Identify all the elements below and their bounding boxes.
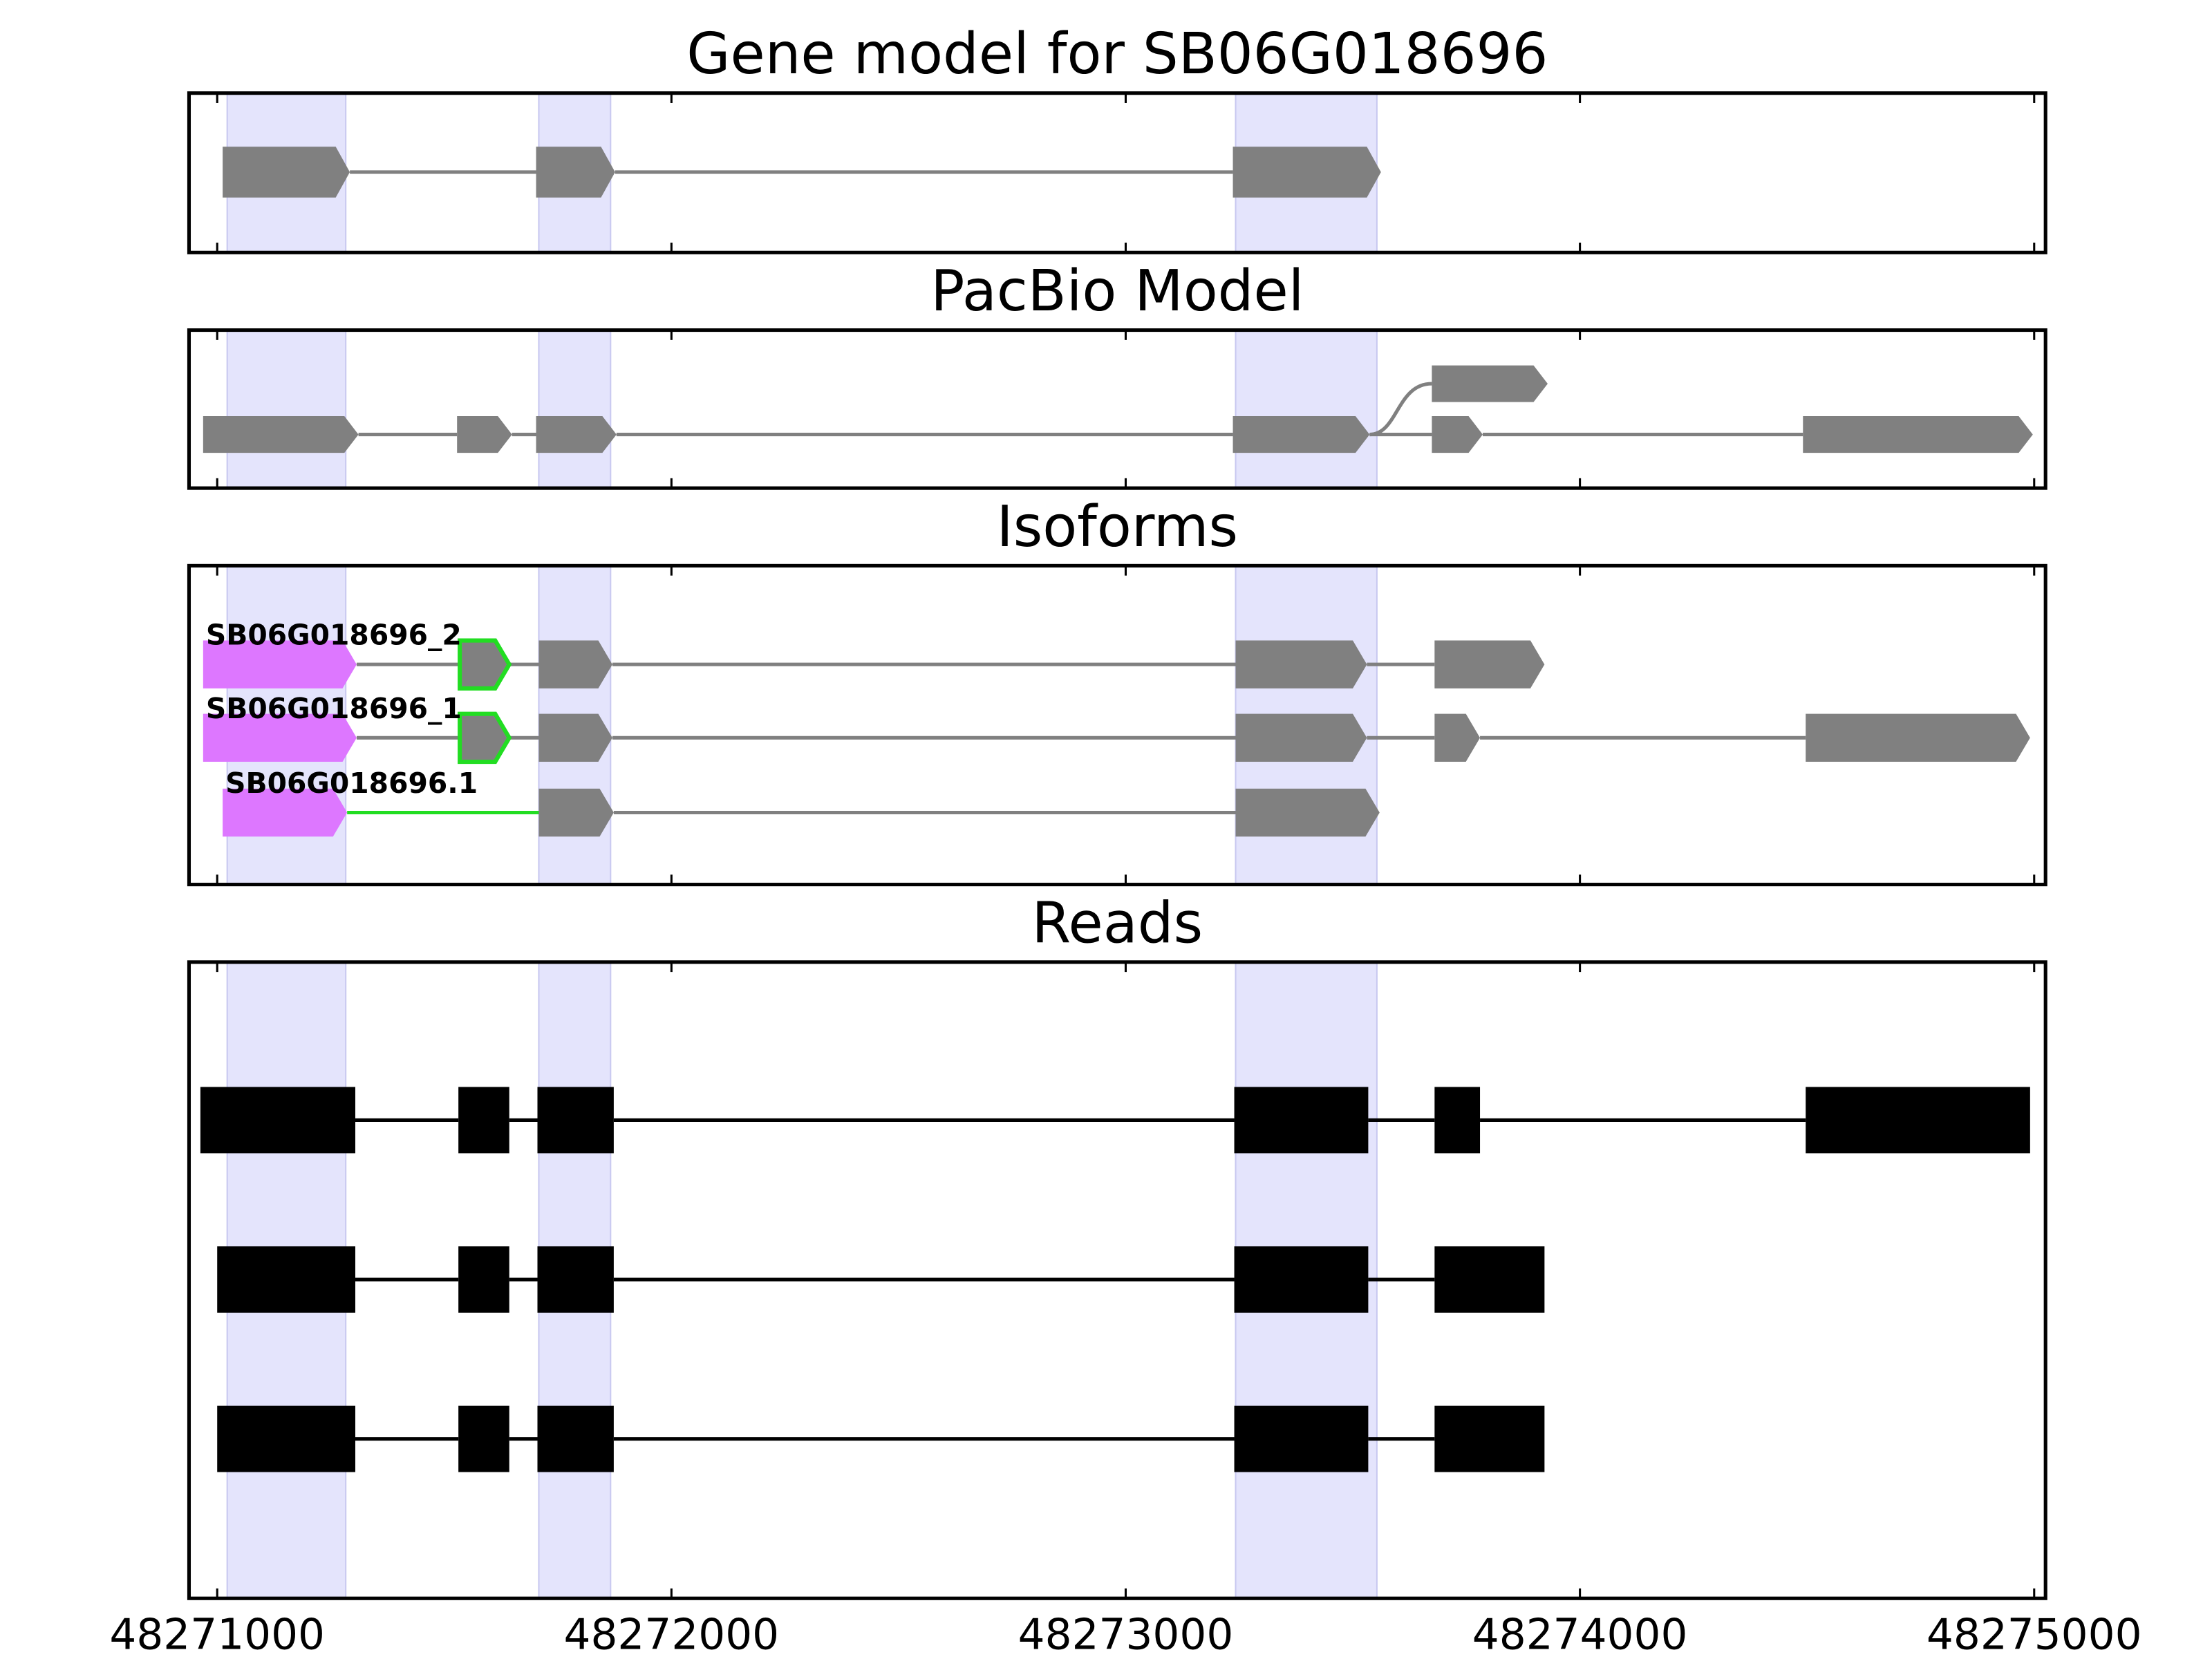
highlight [538, 329, 612, 489]
exon [203, 640, 357, 688]
exon [203, 416, 359, 453]
exon [1235, 640, 1367, 688]
read-block [1806, 1087, 2030, 1154]
read-block [1234, 1405, 1369, 1472]
x-tick-label: 48272000 [564, 1611, 780, 1659]
exon [538, 788, 614, 837]
isoform-label: SB06G018696_2 [206, 619, 462, 652]
exon [1432, 416, 1483, 453]
read-block [200, 1087, 355, 1154]
exon [223, 147, 350, 198]
exon [1434, 640, 1545, 688]
exon [538, 713, 612, 762]
panel-frame [187, 328, 2047, 490]
read-block [537, 1405, 614, 1472]
highlight [226, 329, 347, 489]
read-block [1434, 1246, 1545, 1313]
exon [1434, 713, 1481, 762]
highlight [1235, 329, 1378, 489]
panel-frame [187, 91, 2047, 254]
panel-frame [187, 960, 2047, 1600]
read-block [537, 1246, 614, 1313]
panel-frame [187, 563, 2047, 887]
branch-link [1369, 382, 1432, 437]
read-block [1234, 1087, 1369, 1154]
exon [458, 711, 512, 765]
panel-title: Gene model for SB06G018696 [686, 21, 1548, 87]
x-tick-label: 48275000 [1927, 1611, 2142, 1659]
panel-title: Isoforms [997, 494, 1238, 560]
read-block [537, 1087, 614, 1154]
exon [1232, 147, 1381, 198]
exon [536, 147, 615, 198]
x-tick-label: 48271000 [109, 1611, 325, 1659]
x-tick-label: 48274000 [1472, 1611, 1688, 1659]
exon [223, 788, 348, 837]
exon [1803, 416, 2033, 453]
read-block [458, 1246, 509, 1313]
read-block [217, 1246, 355, 1313]
read-block [1234, 1246, 1369, 1313]
exon [457, 416, 512, 453]
exon [538, 640, 612, 688]
exon [1232, 416, 1370, 453]
exon [536, 416, 617, 453]
isoform-label: SB06G018696.1 [225, 767, 478, 800]
x-tick-label: 48273000 [1018, 1611, 1234, 1659]
exon [1432, 365, 1548, 402]
exon [203, 713, 357, 762]
exon [1806, 713, 2030, 762]
panel-title: Reads [1032, 890, 1203, 956]
exon [1235, 788, 1380, 837]
exon [458, 638, 512, 691]
read-block [1434, 1087, 1481, 1154]
read-block [458, 1087, 509, 1154]
exon [1235, 713, 1367, 762]
read-block [1434, 1405, 1545, 1472]
panel-title: PacBio Model [930, 259, 1304, 324]
read-block [458, 1405, 509, 1472]
isoform-label: SB06G018696_1 [206, 692, 462, 725]
read-block [217, 1405, 355, 1472]
